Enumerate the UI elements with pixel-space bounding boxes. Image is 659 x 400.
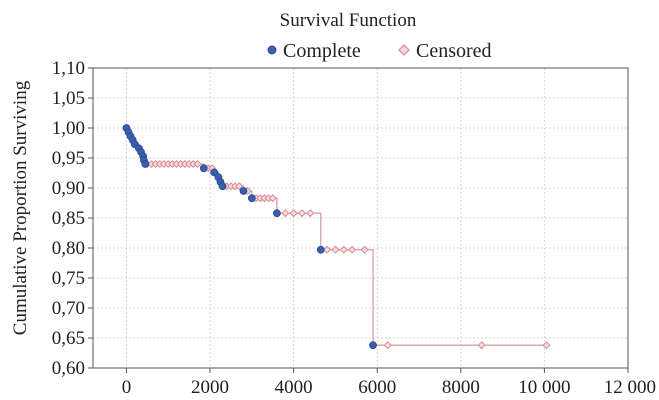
y-tick-label: 0,95 <box>52 148 85 169</box>
legend-marker-complete <box>267 45 277 55</box>
complete-point <box>369 341 377 350</box>
censored-point <box>235 182 244 191</box>
censored-point <box>383 341 392 350</box>
complete-point <box>141 160 150 168</box>
x-tick-label: 4000 <box>275 377 313 398</box>
legend-label-censored: Censored <box>416 40 492 62</box>
censored-point <box>193 159 202 169</box>
y-tick-label: 0,85 <box>52 208 85 229</box>
x-tick-label: 0 <box>122 377 132 398</box>
plot-area: 0,60 0,65 0,70 0,75 0,80 0,85 0,90 0,95 1,00 1,05… <box>52 58 656 398</box>
y-tick-label: 1,00 <box>52 118 85 139</box>
y-tick-label: 1,10 <box>52 58 85 79</box>
complete-point <box>247 194 256 203</box>
censored-point <box>477 341 486 350</box>
legend-marker-censored <box>398 44 410 56</box>
chart-title: Survival Function <box>280 10 417 31</box>
censored-point <box>281 209 290 218</box>
y-tick-label: 0,90 <box>52 178 85 199</box>
complete-point <box>210 168 219 177</box>
complete-point <box>239 187 248 195</box>
y-tick-label: 0,70 <box>52 298 85 319</box>
censored-point <box>268 194 277 203</box>
y-axis-label: Cumulative Proportion Surviving <box>10 80 31 335</box>
x-tick-label: 12 000 <box>604 377 656 398</box>
y-tick-label: 1,05 <box>52 88 85 109</box>
censored-point <box>339 245 348 254</box>
y-tick-label: 0,80 <box>52 238 85 259</box>
censored-point <box>323 245 332 254</box>
complete-point <box>199 164 208 173</box>
censored-point <box>306 209 315 218</box>
censored-point <box>297 209 306 218</box>
censored-point <box>542 341 551 350</box>
legend-label-complete: Complete <box>283 40 361 62</box>
y-tick-label: 0,75 <box>52 268 85 289</box>
censored-point <box>348 245 357 254</box>
y-tick-label: 0,65 <box>52 328 85 349</box>
legend: Complete Censored <box>267 40 492 62</box>
complete-point <box>273 209 281 218</box>
censored-point <box>289 209 298 218</box>
x-tick-label: 10 000 <box>518 377 570 398</box>
y-tick-label: 0,60 <box>52 358 85 379</box>
x-tick-label: 2000 <box>191 377 229 398</box>
censored-point <box>331 245 340 254</box>
complete-point <box>316 245 325 254</box>
x-tick-label: 8000 <box>442 377 480 398</box>
censored-point <box>360 245 369 254</box>
x-tick-label: 6000 <box>358 377 396 398</box>
complete-point <box>218 182 227 191</box>
